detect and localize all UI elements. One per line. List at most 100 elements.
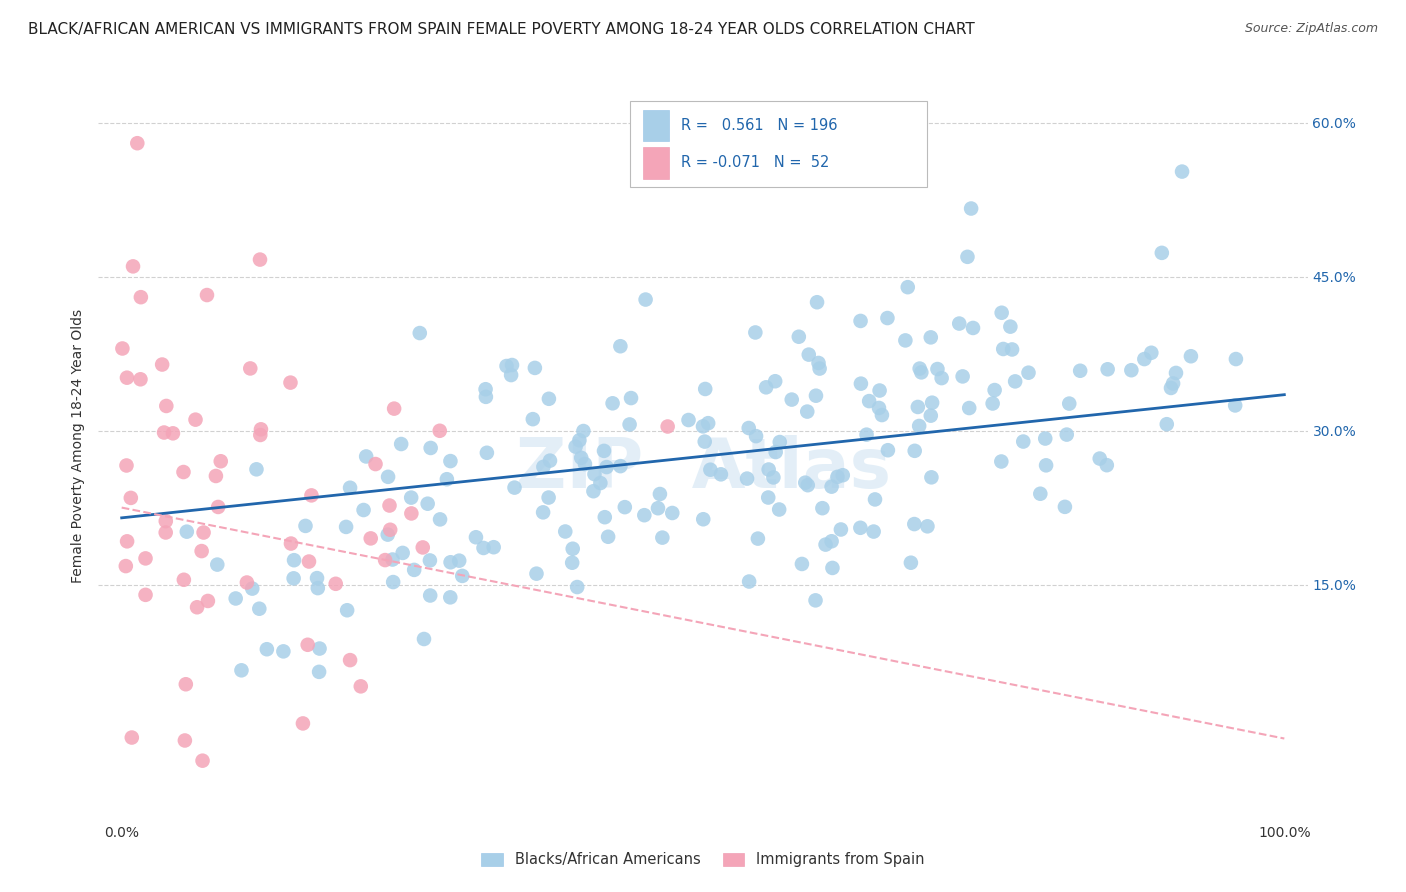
Point <box>531 505 554 519</box>
Point <box>419 441 441 455</box>
Point <box>827 470 849 484</box>
Point <box>1053 500 1076 514</box>
Point <box>186 600 208 615</box>
Point <box>598 530 620 544</box>
Point <box>620 391 643 405</box>
Text: ZIP  Atlas: ZIP Atlas <box>516 435 890 502</box>
Point <box>920 330 942 344</box>
Point <box>699 463 721 477</box>
Point <box>301 488 323 502</box>
Point <box>927 362 949 376</box>
Point <box>305 571 328 585</box>
Point <box>250 422 273 436</box>
Point <box>868 401 890 415</box>
Point <box>380 523 402 537</box>
Point <box>917 519 939 533</box>
Point <box>538 453 561 467</box>
Point <box>354 450 377 464</box>
Point <box>439 454 461 468</box>
Point <box>948 317 970 331</box>
Point <box>1069 364 1091 378</box>
Point <box>755 380 778 394</box>
Point <box>475 390 498 404</box>
Point <box>121 731 143 745</box>
Point <box>245 462 267 476</box>
Point <box>537 392 560 406</box>
Point <box>378 499 401 513</box>
Point <box>339 653 361 667</box>
Point <box>796 404 818 418</box>
Point <box>325 576 347 591</box>
Point <box>908 419 931 434</box>
Point <box>876 311 898 326</box>
Point <box>1018 366 1040 380</box>
Point <box>191 754 214 768</box>
Point <box>920 470 942 484</box>
Point <box>122 260 145 274</box>
Point <box>1225 352 1247 367</box>
Point <box>1004 375 1026 389</box>
Point <box>952 369 974 384</box>
Point <box>619 417 641 432</box>
Point <box>236 575 259 590</box>
Point <box>877 443 900 458</box>
Point <box>280 536 302 550</box>
Point <box>593 443 616 458</box>
Point <box>693 434 716 449</box>
Point <box>763 374 786 388</box>
Point <box>531 459 554 474</box>
Point <box>364 457 387 471</box>
Point <box>184 412 207 426</box>
Point <box>399 491 422 505</box>
Point <box>931 371 953 385</box>
Point <box>738 421 761 435</box>
Point <box>409 326 432 340</box>
Point <box>115 534 138 549</box>
Point <box>205 469 228 483</box>
Text: R =   0.561   N = 196: R = 0.561 N = 196 <box>682 118 838 133</box>
Legend: Blacks/African Americans, Immigrants from Spain: Blacks/African Americans, Immigrants fro… <box>475 847 931 873</box>
Point <box>804 593 827 607</box>
Point <box>811 501 834 516</box>
Y-axis label: Female Poverty Among 18-24 Year Olds: Female Poverty Among 18-24 Year Olds <box>72 309 86 583</box>
Point <box>377 470 399 484</box>
Point <box>904 443 927 458</box>
Point <box>135 588 157 602</box>
Point <box>526 566 548 581</box>
Point <box>482 540 505 554</box>
Bar <box>643 147 669 178</box>
Point <box>808 361 831 376</box>
Point <box>695 382 717 396</box>
Point <box>804 389 827 403</box>
Point <box>1225 399 1247 413</box>
Point <box>474 382 496 396</box>
Point <box>429 512 451 526</box>
Point <box>291 716 314 731</box>
Point <box>1056 427 1078 442</box>
Point <box>820 534 842 549</box>
Point <box>794 475 817 490</box>
Point <box>465 530 488 544</box>
Point <box>1029 487 1052 501</box>
Point <box>451 569 474 583</box>
Point <box>897 280 920 294</box>
Text: BLACK/AFRICAN AMERICAN VS IMMIGRANTS FROM SPAIN FEMALE POVERTY AMONG 18-24 YEAR : BLACK/AFRICAN AMERICAN VS IMMIGRANTS FRO… <box>28 22 974 37</box>
Point <box>1133 352 1156 367</box>
Point <box>561 556 583 570</box>
Point <box>308 665 330 679</box>
Point <box>634 293 657 307</box>
Point <box>115 458 138 473</box>
Point <box>419 589 441 603</box>
Point <box>1140 345 1163 359</box>
Point <box>350 679 373 693</box>
Point <box>173 465 195 479</box>
Point <box>692 512 714 526</box>
Point <box>907 400 929 414</box>
Point <box>908 361 931 376</box>
Point <box>374 553 396 567</box>
Point <box>921 395 943 409</box>
Point <box>744 326 766 340</box>
Point <box>155 399 177 413</box>
Bar <box>643 110 669 141</box>
Point <box>382 575 405 590</box>
